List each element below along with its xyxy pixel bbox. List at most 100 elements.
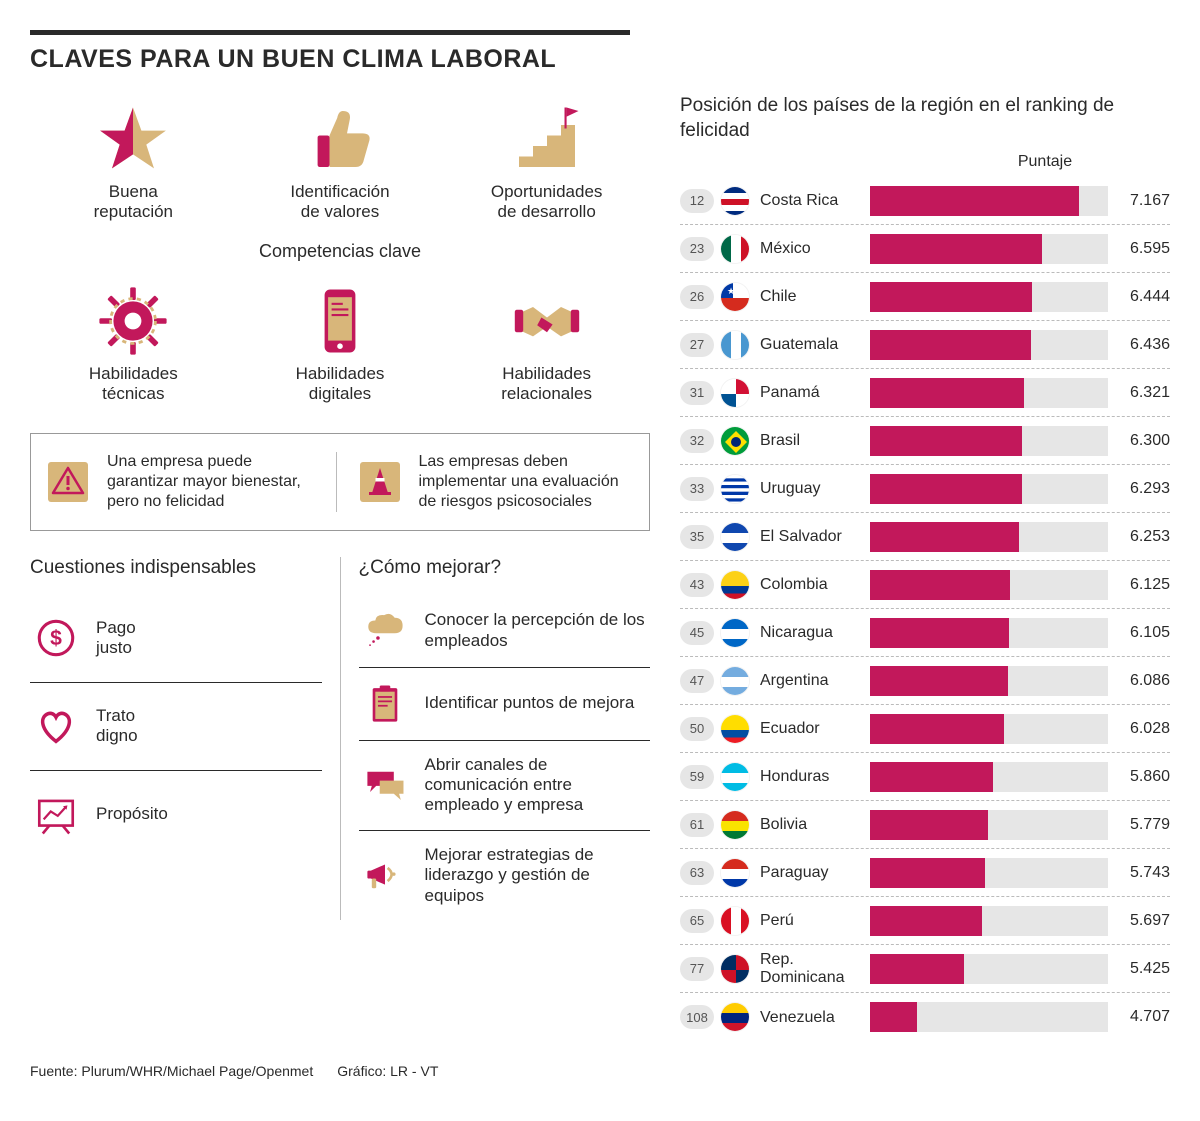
- country-name: El Salvador: [760, 528, 870, 546]
- icon-cell: Buenareputación: [43, 94, 223, 223]
- ranking-row: 32 Brasil 6.300: [680, 417, 1170, 465]
- score-value: 6.444: [1116, 288, 1170, 306]
- cloud-icon: [363, 609, 407, 653]
- icon-cell: Oportunidadesde desarrollo: [457, 94, 637, 223]
- ranking-row: 43 Colombia 6.125: [680, 561, 1170, 609]
- score-bar: [870, 474, 1108, 504]
- footer-source: Fuente: Plurum/WHR/Michael Page/Openmet: [30, 1063, 313, 1079]
- gear-icon: [43, 276, 223, 356]
- country-name: Colombia: [760, 576, 870, 594]
- ranking-row: 12 Costa Rica 7.167: [680, 177, 1170, 225]
- score-bar: [870, 282, 1108, 312]
- country-name: Ecuador: [760, 720, 870, 738]
- score-bar: [870, 378, 1108, 408]
- score-bar: [870, 666, 1108, 696]
- score-value: 6.300: [1116, 432, 1170, 450]
- rank-pill: 43: [680, 573, 714, 597]
- ranking-row: 61 Bolivia 5.779: [680, 801, 1170, 849]
- country-name: Brasil: [760, 432, 870, 450]
- megaphone-icon: [363, 853, 407, 897]
- dollar-icon: $: [34, 616, 78, 660]
- rank-pill: 12: [680, 189, 714, 213]
- country-name: México: [760, 240, 870, 258]
- callout-text: Las empresas deben implementar una evalu…: [419, 452, 638, 512]
- ranking-row: 33 Uruguay 6.293: [680, 465, 1170, 513]
- rank-pill: 31: [680, 381, 714, 405]
- chat-icon: [363, 763, 407, 807]
- country-name: Rep. Dominicana: [760, 951, 870, 986]
- score-bar: [870, 858, 1108, 888]
- chart-icon: [34, 793, 78, 837]
- ranking-row: 50 Ecuador 6.028: [680, 705, 1170, 753]
- icon-label: Buenareputación: [43, 182, 223, 223]
- score-bar: [870, 522, 1108, 552]
- country-name: Bolivia: [760, 816, 870, 834]
- country-name: Perú: [760, 912, 870, 930]
- score-bar: [870, 1002, 1108, 1032]
- score-bar: [870, 954, 1108, 984]
- thumb-icon: [250, 94, 430, 174]
- score-bar: [870, 714, 1108, 744]
- improve-list: Conocer la percepción de los empleados I…: [359, 595, 651, 920]
- list-item: Abrir canales de comunicación entre empl…: [359, 741, 651, 831]
- score-value: 6.125: [1116, 576, 1170, 594]
- flag-icon: [720, 618, 750, 648]
- score-value: 6.293: [1116, 480, 1170, 498]
- rank-pill: 35: [680, 525, 714, 549]
- page-title: CLAVES PARA UN BUEN CLIMA LABORAL: [30, 45, 1170, 74]
- rank-pill: 77: [680, 957, 714, 981]
- country-name: Paraguay: [760, 864, 870, 882]
- country-name: Honduras: [760, 768, 870, 786]
- flag-icon: [720, 426, 750, 456]
- ranking-row: 23 México 6.595: [680, 225, 1170, 273]
- rank-pill: 27: [680, 333, 714, 357]
- country-name: Venezuela: [760, 1009, 870, 1027]
- list-item: Tratodigno: [30, 683, 322, 771]
- icon-cell: Identificaciónde valores: [250, 94, 430, 223]
- score-value: 6.028: [1116, 720, 1170, 738]
- rank-pill: 65: [680, 909, 714, 933]
- rank-pill: 26: [680, 285, 714, 309]
- callouts-box: Una empresa puede garantizar mayor biene…: [30, 433, 650, 531]
- flag-icon: [720, 186, 750, 216]
- list-item-label: Tratodigno: [96, 706, 138, 747]
- icon-label: Habilidadesrelacionales: [457, 364, 637, 405]
- stairs-icon: [457, 94, 637, 174]
- callout-text: Una empresa puede garantizar mayor biene…: [107, 452, 326, 512]
- footer-credit: Gráfico: LR - VT: [337, 1063, 438, 1079]
- score-bar: [870, 570, 1108, 600]
- warning-icon: [43, 457, 93, 507]
- rank-pill: 50: [680, 717, 714, 741]
- score-bar: [870, 906, 1108, 936]
- rank-pill: 32: [680, 429, 714, 453]
- vertical-divider: [340, 557, 341, 920]
- rank-pill: 59: [680, 765, 714, 789]
- country-name: Costa Rica: [760, 192, 870, 210]
- list-item: Conocer la percepción de los empleados: [359, 595, 651, 668]
- ranking-row: 26 ★ Chile 6.444: [680, 273, 1170, 321]
- ranking-row: 63 Paraguay 5.743: [680, 849, 1170, 897]
- ranking-row: 31 Panamá 6.321: [680, 369, 1170, 417]
- svg-text:★: ★: [727, 286, 735, 296]
- country-name: Nicaragua: [760, 624, 870, 642]
- score-value: 6.105: [1116, 624, 1170, 642]
- score-value: 5.425: [1116, 960, 1170, 978]
- icon-label: Habilidadestécnicas: [43, 364, 223, 405]
- phone-icon: [250, 276, 430, 356]
- header-rule: [30, 30, 630, 35]
- heart-icon: [34, 704, 78, 748]
- list-item-label: Mejorar estrategias de liderazgo y gesti…: [425, 845, 647, 906]
- essentials-heading: Cuestiones indispensables: [30, 557, 322, 579]
- flag-icon: [720, 906, 750, 936]
- footer: Fuente: Plurum/WHR/Michael Page/Openmet …: [30, 1063, 1170, 1079]
- score-value: 4.707: [1116, 1008, 1170, 1026]
- flag-icon: [720, 810, 750, 840]
- ranking-title: Posición de los países de la región en e…: [680, 94, 1170, 143]
- callout: Las empresas deben implementar una evalu…: [336, 452, 638, 512]
- list-item: $ Pagojusto: [30, 595, 322, 683]
- competencies-heading: Competencias clave: [30, 241, 650, 262]
- list-item: Propósito: [30, 771, 322, 859]
- flag-icon: [720, 378, 750, 408]
- icon-cell: Habilidadestécnicas: [43, 276, 223, 405]
- score-value: 6.086: [1116, 672, 1170, 690]
